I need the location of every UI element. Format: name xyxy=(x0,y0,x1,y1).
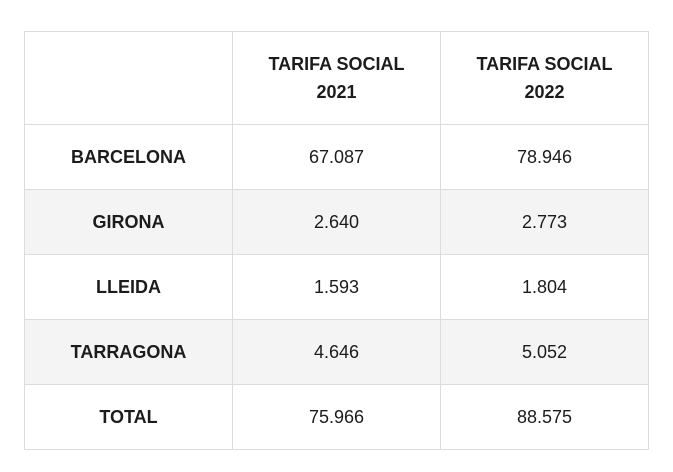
row-label: TARRAGONA xyxy=(24,319,233,385)
value-2021: 2.640 xyxy=(232,189,441,255)
value-2022: 2.773 xyxy=(440,189,649,255)
table-row-total: TOTAL 75.966 88.575 xyxy=(24,384,649,450)
value-2021: 75.966 xyxy=(232,384,441,450)
row-label: LLEIDA xyxy=(24,254,233,320)
header-2021-line1: TARIFA SOCIAL xyxy=(268,54,405,74)
header-row: TARIFA SOCIAL 2021 TARIFA SOCIAL 2022 xyxy=(24,31,649,125)
table-body: BARCELONA 67.087 78.946 GIRONA 2.640 2.7… xyxy=(24,124,649,450)
value-2022: 1.804 xyxy=(440,254,649,320)
header-2022-line2: 2022 xyxy=(524,82,565,102)
header-2022-line1: TARIFA SOCIAL xyxy=(476,54,613,74)
value-2021: 4.646 xyxy=(232,319,441,385)
value-2021: 67.087 xyxy=(232,124,441,190)
tarifa-social-table: TARIFA SOCIAL 2021 TARIFA SOCIAL 2022 BA… xyxy=(24,31,649,450)
row-label: BARCELONA xyxy=(24,124,233,190)
row-label: GIRONA xyxy=(24,189,233,255)
value-2022: 78.946 xyxy=(440,124,649,190)
value-2021: 1.593 xyxy=(232,254,441,320)
value-2022: 5.052 xyxy=(440,319,649,385)
header-corner-cell xyxy=(24,31,233,125)
table-header: TARIFA SOCIAL 2021 TARIFA SOCIAL 2022 xyxy=(24,31,649,125)
table-row: BARCELONA 67.087 78.946 xyxy=(24,124,649,190)
header-cell-2022: TARIFA SOCIAL 2022 xyxy=(440,31,649,125)
value-2022: 88.575 xyxy=(440,384,649,450)
table-row: TARRAGONA 4.646 5.052 xyxy=(24,319,649,385)
header-cell-2021: TARIFA SOCIAL 2021 xyxy=(232,31,441,125)
row-label: TOTAL xyxy=(24,384,233,450)
table-row: LLEIDA 1.593 1.804 xyxy=(24,254,649,320)
table-row: GIRONA 2.640 2.773 xyxy=(24,189,649,255)
header-2021-line2: 2021 xyxy=(316,82,357,102)
